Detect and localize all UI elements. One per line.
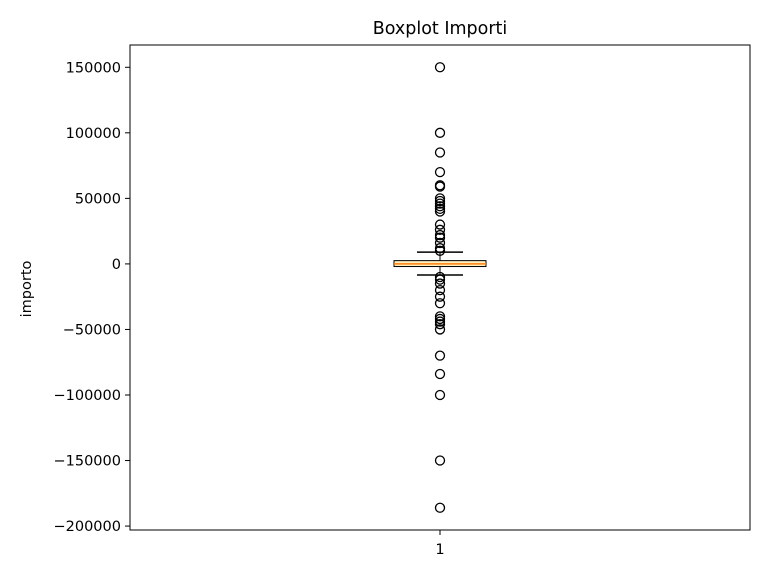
plot-area bbox=[393, 62, 487, 513]
outlier-point bbox=[434, 193, 446, 204]
y-tick-label: −100000 bbox=[53, 388, 121, 404]
outlier-point bbox=[434, 224, 446, 235]
y-axis: 150000 100000 50000 0 −50000 −100000 −150000 −2… bbox=[53, 60, 130, 535]
y-tick-label: −150000 bbox=[53, 454, 121, 470]
outlier-point bbox=[434, 284, 446, 296]
outlier-point bbox=[434, 229, 446, 241]
outlier-point bbox=[434, 291, 446, 302]
outlier-point bbox=[434, 368, 446, 380]
outlier-point bbox=[434, 181, 446, 192]
outlier-point bbox=[434, 278, 446, 289]
x-tick-label: 1 bbox=[435, 542, 444, 558]
y-tick-label: 150000 bbox=[66, 60, 121, 76]
outlier-point bbox=[434, 245, 446, 256]
outlier-point bbox=[434, 195, 446, 207]
outlier-point bbox=[434, 316, 446, 327]
outlier-point bbox=[434, 147, 446, 158]
outlier-point bbox=[434, 203, 446, 215]
outlier-point bbox=[434, 274, 446, 285]
outlier-point bbox=[434, 232, 446, 243]
outlier-point bbox=[434, 271, 446, 283]
y-tick-label: 0 bbox=[112, 257, 121, 273]
x-axis: 1 bbox=[435, 530, 445, 558]
outlier-point bbox=[434, 389, 446, 401]
y-axis-label: importo bbox=[19, 260, 35, 317]
outlier-point bbox=[434, 127, 446, 138]
y-tick-label: 100000 bbox=[66, 126, 121, 142]
y-tick-label: −200000 bbox=[53, 519, 121, 535]
outlier-point bbox=[434, 198, 446, 209]
outlier-point bbox=[434, 319, 446, 330]
outlier-point bbox=[434, 311, 446, 322]
outlier-point bbox=[434, 324, 446, 335]
outlier-point bbox=[434, 62, 446, 73]
outlier-point bbox=[434, 166, 446, 178]
outlier-point bbox=[434, 219, 446, 230]
plot-frame bbox=[129, 44, 751, 531]
y-tick-label: 50000 bbox=[75, 191, 121, 207]
outlier-point bbox=[434, 201, 446, 212]
outlier-point bbox=[434, 243, 446, 254]
outlier-point bbox=[434, 237, 446, 249]
chart-title: Boxplot Importi bbox=[373, 19, 508, 39]
outlier-point bbox=[434, 502, 446, 513]
outlier-point bbox=[434, 455, 446, 466]
outlier-point bbox=[434, 298, 446, 309]
outlier-point bbox=[434, 206, 446, 217]
outlier-point bbox=[434, 313, 446, 325]
y-tick-label: −50000 bbox=[63, 322, 121, 338]
outlier-point bbox=[434, 350, 446, 361]
